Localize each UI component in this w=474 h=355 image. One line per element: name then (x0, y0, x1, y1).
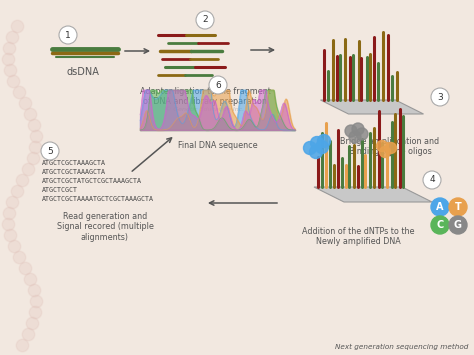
Text: © Genetic Education Inc.: © Genetic Education Inc. (165, 107, 245, 112)
Circle shape (431, 88, 449, 106)
Text: T: T (455, 202, 461, 212)
Text: 5: 5 (47, 147, 53, 155)
Circle shape (41, 142, 59, 160)
Text: Final DNA sequence: Final DNA sequence (178, 141, 258, 150)
Circle shape (310, 137, 323, 149)
Circle shape (349, 131, 361, 143)
Text: dsDNA: dsDNA (66, 67, 100, 77)
Text: ATGCTCGCTAAAGCTA: ATGCTCGCTAAAGCTA (42, 169, 106, 175)
Circle shape (431, 216, 449, 234)
Circle shape (449, 216, 467, 234)
Text: ATGCTCGCT: ATGCTCGCT (42, 187, 78, 193)
Circle shape (385, 142, 396, 153)
Circle shape (352, 123, 364, 135)
Circle shape (318, 135, 330, 147)
Text: 1: 1 (65, 31, 71, 39)
Circle shape (431, 198, 449, 216)
Text: A: A (436, 202, 444, 212)
Text: 3: 3 (437, 93, 443, 102)
Circle shape (59, 26, 77, 44)
Polygon shape (314, 187, 432, 202)
Circle shape (303, 142, 317, 154)
Circle shape (345, 125, 357, 137)
Text: C: C (437, 220, 444, 230)
Circle shape (356, 128, 368, 140)
Text: ATGCTCGCTAAAATGCTCGCTAAAGCTA: ATGCTCGCTAAAATGCTCGCTAAAGCTA (42, 196, 154, 202)
Text: Adapter ligation to the fragment
of DNA and library preparation: Adapter ligation to the fragment of DNA … (139, 87, 271, 106)
Polygon shape (320, 100, 423, 114)
Circle shape (310, 146, 322, 158)
Circle shape (209, 76, 227, 94)
Text: 4: 4 (429, 175, 435, 185)
Text: Next generation sequencing method: Next generation sequencing method (335, 344, 468, 350)
Circle shape (316, 141, 328, 153)
Circle shape (196, 11, 214, 29)
Text: 6: 6 (215, 81, 221, 89)
Text: Addition of the dNTPs to the
Newly amplified DNA: Addition of the dNTPs to the Newly ampli… (302, 227, 414, 246)
Circle shape (449, 198, 467, 216)
Text: Bridge amplification and
Binding to the oligos: Bridge amplification and Binding to the … (340, 137, 439, 157)
Text: Read generation and
Signal recored (multiple
alignments): Read generation and Signal recored (mult… (56, 212, 154, 242)
Text: G: G (454, 220, 462, 230)
Text: ATGCTCGCTATGCTCGCTAAAGCTA: ATGCTCGCTATGCTCGCTAAAGCTA (42, 178, 142, 184)
Text: 2: 2 (202, 16, 208, 24)
Circle shape (423, 171, 441, 189)
Circle shape (380, 147, 391, 158)
Circle shape (376, 141, 388, 152)
Text: ATGCTCGCTAAAGCTA: ATGCTCGCTAAAGCTA (42, 160, 106, 166)
